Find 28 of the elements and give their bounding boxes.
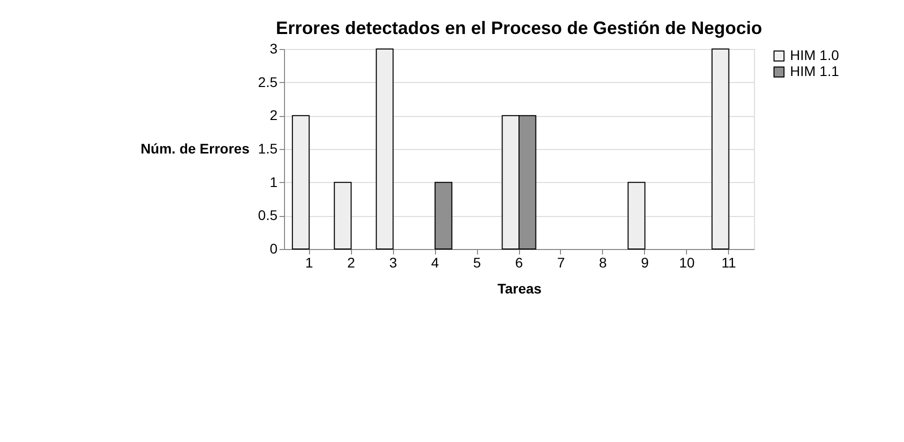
x-tick-label: 6	[515, 254, 524, 270]
bar	[376, 48, 394, 250]
x-tick-label: 1	[305, 254, 314, 270]
x-tick-label: 8	[599, 254, 608, 270]
x-tick-label: 4	[431, 254, 440, 270]
chart-title: Errores detectados en el Proceso de Gestión de Negocio	[276, 18, 762, 38]
bar	[628, 182, 646, 250]
bar	[292, 115, 310, 250]
y-tick-label: 3	[270, 40, 278, 56]
y-axis-title: Núm. de Errores	[140, 140, 250, 156]
legend-label: HIM 1.1	[790, 63, 840, 79]
x-tick-label: 9	[640, 254, 649, 270]
x-tick-label: 2	[347, 254, 356, 270]
legend-label: HIM 1.0	[790, 47, 840, 63]
y-tick-label: 0.5	[258, 207, 278, 224]
bar	[334, 182, 352, 250]
y-tick-label: 0	[270, 240, 278, 256]
x-axis-title: Tareas	[497, 280, 542, 296]
x-tick-label: 10	[679, 254, 695, 270]
bar	[712, 48, 730, 250]
x-tick-label: 7	[557, 254, 566, 270]
y-tick-label: 2	[270, 107, 278, 124]
y-tick-label: 2.5	[258, 74, 278, 90]
y-tick-label: 1.5	[258, 140, 278, 156]
x-tick-label: 11	[722, 254, 736, 270]
y-tick-label: 1	[270, 174, 278, 190]
x-tick-label: 5	[473, 254, 482, 270]
x-tick-label: 3	[389, 254, 398, 270]
